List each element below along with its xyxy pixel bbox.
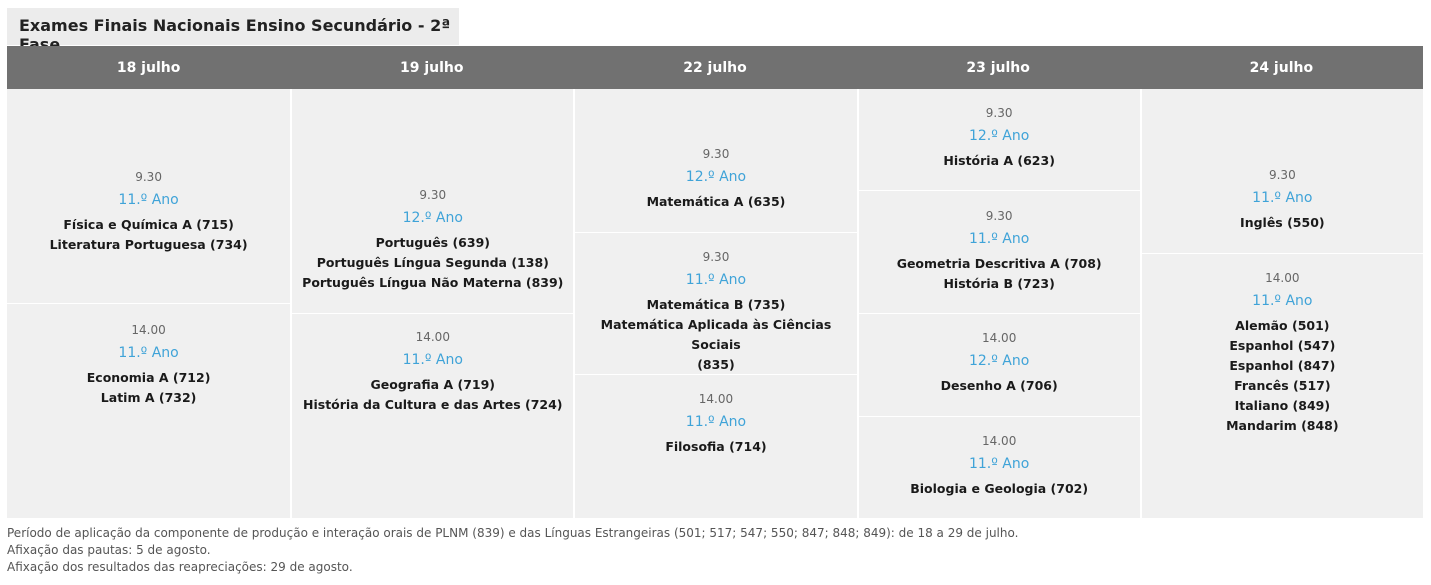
exam-subject: Francês (517) — [1234, 378, 1331, 393]
table-body: 9.30 11.º Ano Física e Química A (715) L… — [7, 89, 1423, 518]
exam-subject: Português (639) — [375, 235, 490, 250]
school-year: 11.º Ano — [685, 272, 747, 288]
school-year: 11.º Ano — [118, 345, 179, 361]
exam-subject: Filosofia (714) — [665, 439, 767, 454]
exam-session: 14.00 11.º Ano Biologia e Geologia (702) — [858, 416, 1140, 518]
exam-session: 9.30 12.º Ano Matemática A (635) — [575, 89, 857, 232]
exam-session: 14.00 11.º Ano Geografia A (719) Históri… — [292, 313, 574, 518]
day-header: 19 julho — [400, 59, 464, 76]
session-time: 9.30 — [702, 147, 730, 161]
exam-session: 9.30 12.º Ano História A (623) — [858, 89, 1140, 190]
day-header: 22 julho — [683, 59, 747, 76]
exam-subject: (835) — [697, 357, 735, 372]
exam-session: 9.30 11.º Ano Inglês (550) — [1141, 89, 1423, 253]
session-time: 9.30 — [985, 106, 1013, 120]
school-year: 11.º Ano — [968, 231, 1030, 247]
exam-subject: História B (723) — [943, 276, 1055, 291]
page-title: Exames Finais Nacionais Ensino Secundári… — [7, 8, 459, 54]
exam-subject: Geografia A (719) — [370, 377, 496, 392]
session-time: 14.00 — [131, 323, 166, 337]
exam-subject: Biologia e Geologia (702) — [910, 481, 1089, 496]
day-header: 24 julho — [1249, 59, 1314, 76]
exam-subject: Espanhol (847) — [1229, 358, 1336, 373]
exam-subject: História A (623) — [943, 153, 1055, 168]
day-column-22-julho: 9.30 12.º Ano Matemática A (635) 9.30 11… — [573, 89, 857, 518]
day-column-19-julho: 9.30 12.º Ano Português (639) Português … — [290, 89, 574, 518]
exam-subject: Matemática B (735) — [646, 297, 786, 312]
day-column-23-julho: 9.30 12.º Ano História A (623) 9.30 11.º… — [856, 89, 1140, 518]
exam-session: 14.00 11.º Ano Economia A (712) Latim A … — [7, 303, 291, 518]
session-time: 9.30 — [135, 170, 162, 184]
exam-subject: Economia A (712) — [86, 370, 211, 385]
exam-session: 14.00 12.º Ano Desenho A (706) — [858, 313, 1140, 416]
exam-subject: Física e Química A (715) — [63, 217, 234, 232]
exam-subject: Italiano (849) — [1234, 398, 1331, 413]
session-time: 14.00 — [415, 330, 450, 344]
exam-session: 9.30 11.º Ano Física e Química A (715) L… — [7, 89, 291, 303]
session-time: 14.00 — [981, 331, 1017, 345]
exam-subject: Matemática Aplicada às Ciências Sociais — [600, 317, 832, 352]
school-year: 12.º Ano — [968, 128, 1030, 144]
exam-subject: Literatura Portuguesa (734) — [49, 237, 248, 252]
school-year: 12.º Ano — [402, 210, 463, 226]
exam-subject: Português Língua Segunda (138) — [316, 255, 549, 270]
session-time: 14.00 — [981, 434, 1017, 448]
session-time: 9.30 — [1268, 168, 1296, 182]
exam-subject: Latim A (732) — [100, 390, 197, 405]
exam-subject: Espanhol (547) — [1229, 338, 1336, 353]
footnote-grades-posting: Afixação das pautas: 5 de agosto. — [7, 543, 211, 557]
school-year: 11.º Ano — [402, 352, 463, 368]
exam-subject: Desenho A (706) — [940, 378, 1058, 393]
session-time: 9.30 — [419, 188, 447, 202]
school-year: 11.º Ano — [685, 414, 747, 430]
exam-subject: Português Língua Não Materna (839) — [302, 275, 564, 290]
exam-schedule-table: 18 julho 19 julho 22 julho 23 julho 24 j… — [7, 46, 1423, 518]
exam-subject: Alemão (501) — [1235, 318, 1330, 333]
session-time: 9.30 — [702, 250, 730, 264]
session-time: 14.00 — [1265, 271, 1300, 285]
session-time: 9.30 — [985, 209, 1013, 223]
exam-subject: História da Cultura e das Artes (724) — [303, 397, 563, 412]
exam-session: 9.30 11.º Ano Geometria Descritiva A (70… — [858, 190, 1140, 313]
school-year: 11.º Ano — [1252, 190, 1313, 206]
table-header: 18 julho 19 julho 22 julho 23 julho 24 j… — [7, 46, 1423, 89]
school-year: 11.º Ano — [118, 192, 179, 208]
exam-subject: Geometria Descritiva A (708) — [896, 256, 1102, 271]
day-column-18-julho: 9.30 11.º Ano Física e Química A (715) L… — [7, 89, 291, 518]
exam-session: 14.00 11.º Ano Filosofia (714) — [575, 374, 857, 518]
day-header: 18 julho — [116, 59, 181, 76]
footnote-oral-component: Período de aplicação da componente de pr… — [7, 526, 1019, 540]
school-year: 12.º Ano — [968, 353, 1030, 369]
exam-session: 9.30 11.º Ano Matemática B (735) Matemát… — [575, 232, 857, 374]
exam-session: 9.30 12.º Ano Português (639) Português … — [292, 89, 574, 313]
school-year: 12.º Ano — [685, 169, 747, 185]
school-year: 11.º Ano — [1252, 293, 1313, 309]
school-year: 11.º Ano — [968, 456, 1030, 472]
exam-subject: Inglês (550) — [1240, 215, 1325, 230]
exam-subject: Matemática A (635) — [646, 194, 786, 209]
footnote-review-results: Afixação dos resultados das reapreciaçõe… — [7, 560, 353, 574]
day-header: 23 julho — [966, 59, 1030, 76]
footnotes: Período de aplicação da componente de pr… — [7, 525, 1423, 576]
session-time: 14.00 — [698, 392, 734, 406]
exam-subject: Mandarim (848) — [1226, 418, 1339, 433]
day-column-24-julho: 9.30 11.º Ano Inglês (550) 14.00 11.º An… — [1139, 89, 1423, 518]
exam-session: 14.00 11.º Ano Alemão (501) Espanhol (54… — [1141, 253, 1423, 518]
